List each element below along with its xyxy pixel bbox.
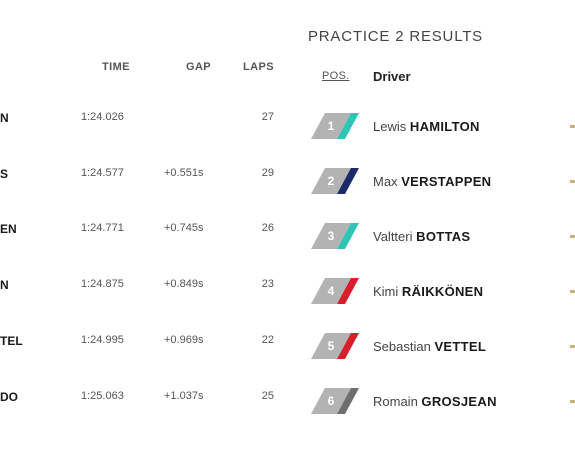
table-row[interactable]: 5 Sebastian VETTEL [300,333,575,363]
table-row[interactable]: 1 Lewis HAMILTON [300,113,575,143]
table-row[interactable]: 2 Max VERSTAPPEN [300,168,575,198]
driver-name-cropped: N [0,111,9,125]
position-badge: 3 [311,223,363,249]
table-row: EN 1:24.771 +0.745s 26 [0,219,300,239]
driver-name-cropped: N [0,278,9,292]
lap-time: 1:24.026 [81,111,124,123]
driver-first-name: Valtteri [373,229,413,244]
driver-name[interactable]: Lewis HAMILTON [373,119,480,134]
gap-value: +0.551s [164,167,204,179]
driver-first-name: Sebastian [373,339,431,354]
table-row[interactable]: 4 Kimi RÄIKKÖNEN [300,278,575,308]
lap-time: 1:24.577 [81,167,124,179]
position-badge: 4 [311,278,363,304]
driver-name[interactable]: Max VERSTAPPEN [373,174,491,189]
gap-value: +1.037s [164,390,204,402]
driver-last-name: RÄIKKÖNEN [401,284,484,299]
team-logo-edge [570,400,575,403]
laps-value: 25 [261,390,274,402]
team-logo-edge [570,290,575,293]
position-badge: 1 [311,113,363,139]
driver-column-header: Driver [373,69,411,84]
driver-last-name: BOTTAS [416,229,471,244]
driver-name[interactable]: Sebastian VETTEL [373,339,486,354]
driver-last-name: VETTEL [434,339,487,354]
driver-first-name: Lewis [373,119,407,134]
position-column-header: POS. [322,70,350,82]
practice-1-results-table: TIME GAP LAPS N 1:24.026 27 S 1:24.577 +… [0,61,300,407]
laps-value: 23 [261,278,274,290]
driver-name[interactable]: Romain GROSJEAN [373,394,497,409]
driver-first-name: Romain [373,394,418,409]
lap-time: 1:24.771 [81,222,124,234]
laps-value: 27 [261,111,274,123]
driver-first-name: Kimi [373,284,399,299]
table-row[interactable]: 3 Valtteri BOTTAS [300,223,575,253]
table-row: N 1:24.026 27 [0,108,300,128]
table-row[interactable]: 6 Romain GROSJEAN [300,388,575,418]
driver-last-name: HAMILTON [409,119,480,134]
lap-time: 1:24.995 [81,334,124,346]
driver-last-name: GROSJEAN [421,394,497,409]
driver-name-cropped: S [0,167,9,181]
table-row: DO 1:25.063 +1.037s 25 [0,387,300,407]
laps-value: 26 [261,222,274,234]
laps-value: 29 [261,167,274,179]
position-badge: 5 [311,333,363,359]
gap-value: +0.969s [164,334,204,346]
driver-name-cropped: DO [0,390,18,404]
laps-value: 22 [261,334,274,346]
lap-time: 1:25.063 [81,390,124,402]
team-logo-edge [570,125,575,128]
team-logo-edge [570,180,575,183]
table-row: N 1:24.875 +0.849s 23 [0,275,300,295]
lap-time: 1:24.875 [81,278,124,290]
driver-last-name: VERSTAPPEN [401,174,492,189]
team-logo-edge [570,235,575,238]
time-column-header: TIME [102,61,130,73]
gap-value: +0.745s [164,222,204,234]
table-row: TEL 1:24.995 +0.969s 22 [0,331,300,351]
driver-name[interactable]: Kimi RÄIKKÖNEN [373,284,483,299]
driver-name-cropped: EN [0,222,17,236]
position-badge: 2 [311,168,363,194]
practice-2-results-table: PRACTICE 2 RESULTS POS. Driver 1 Lewis H… [300,0,575,454]
driver-first-name: Max [373,174,398,189]
table-row: S 1:24.577 +0.551s 29 [0,164,300,184]
team-logo-edge [570,345,575,348]
page-title: PRACTICE 2 RESULTS [308,28,483,45]
laps-column-header: LAPS [243,61,274,73]
gap-value: +0.849s [164,278,204,290]
gap-column-header: GAP [186,61,212,73]
driver-name-cropped: TEL [0,334,23,348]
driver-name[interactable]: Valtteri BOTTAS [373,229,470,244]
position-badge: 6 [311,388,363,414]
